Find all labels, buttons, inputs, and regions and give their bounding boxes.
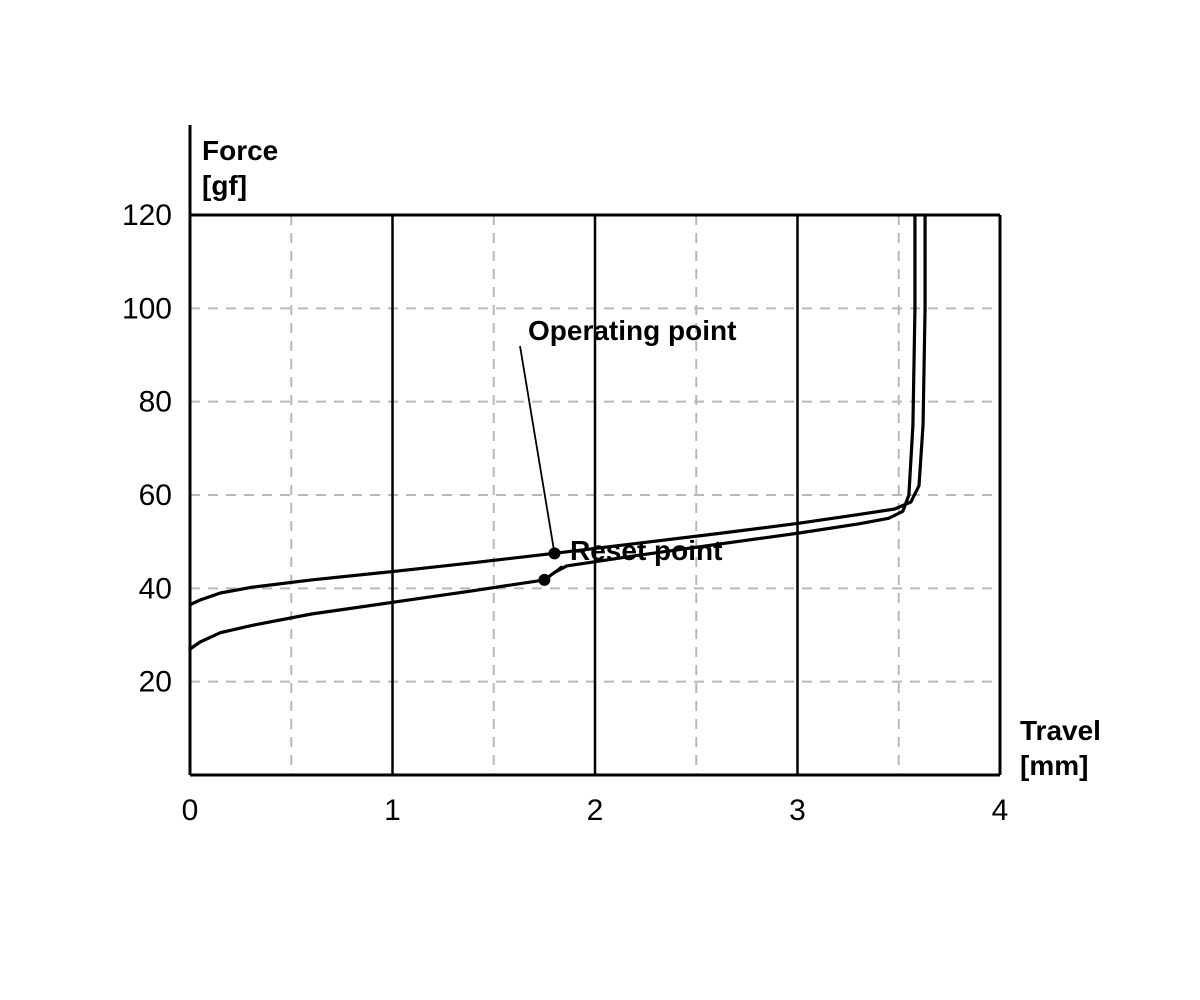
y-tick: 20 <box>139 666 172 699</box>
x-tick: 3 <box>789 794 806 827</box>
x-tick: 4 <box>992 794 1009 827</box>
force-travel-chart: 0 1 2 3 4 20 40 60 80 100 120 Force [gf] Travel [… <box>0 0 1200 1000</box>
y-tick: 60 <box>139 479 172 512</box>
operating-point-label: Operating point <box>528 315 736 346</box>
x-axis-label-line2: [mm] <box>1020 750 1088 781</box>
y-tick: 40 <box>139 572 172 605</box>
y-axis-label-line1: Force <box>202 135 278 166</box>
y-axis-label-line2: [gf] <box>202 170 247 201</box>
x-tick: 0 <box>182 794 199 827</box>
chart-background <box>0 0 1200 1000</box>
y-tick: 100 <box>122 292 172 325</box>
x-tick: 1 <box>384 794 401 827</box>
reset-point-label: Reset point <box>570 535 722 566</box>
x-tick: 2 <box>587 794 604 827</box>
x-axis-label-line1: Travel <box>1020 715 1101 746</box>
y-tick: 80 <box>139 386 172 419</box>
y-tick: 120 <box>122 199 172 232</box>
